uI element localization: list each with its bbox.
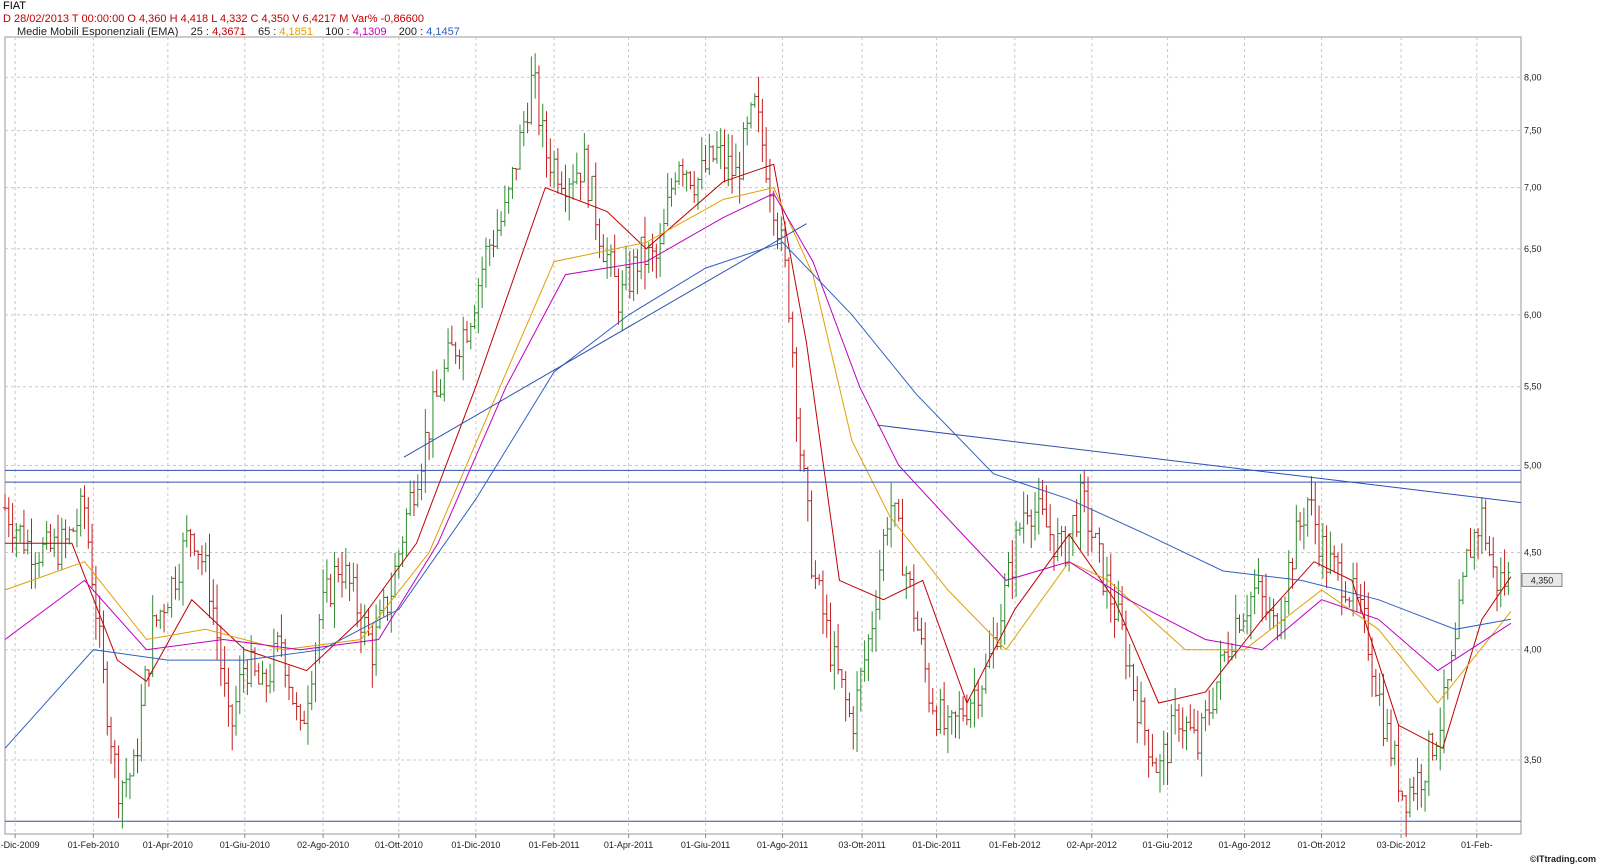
x-tick-label: 02-Ago-2010 <box>297 840 349 850</box>
ema-legend: Medie Mobili Esponenziali (EMA) 25 : 4,3… <box>3 26 460 39</box>
x-tick-label: 01-Giu-2011 <box>681 840 730 850</box>
x-tick-label: 01-Dic-2011 <box>912 840 960 850</box>
x-tick-label: 01-Ago-2011 <box>757 840 808 850</box>
chart-header: FIAT D 28/02/2013 T 00:00:00 O 4,360 H 4… <box>3 0 460 39</box>
volume-value: V 6,4217 M <box>292 13 349 25</box>
x-tick-label: 01-Dic-2009 <box>0 840 40 850</box>
y-tick-label: 7,50 <box>1524 126 1542 136</box>
ema200-label: 200 : <box>398 26 424 38</box>
x-tick-label: 01-Ott-2012 <box>1298 840 1346 850</box>
date-value: D 28/02/2013 <box>3 13 70 25</box>
y-tick-label: 3,50 <box>1524 755 1542 765</box>
ema-25-line <box>5 163 1512 750</box>
last-price-tag: 4,350 <box>1531 575 1554 585</box>
ema100-label: 100 : <box>325 26 350 38</box>
trendline <box>403 223 807 458</box>
symbol-label: FIAT <box>3 0 27 12</box>
y-tick-label: 8,00 <box>1524 72 1542 82</box>
var-value: Var% -0,86600 <box>351 13 425 25</box>
ema65-value: 4,1851 <box>279 26 314 38</box>
x-tick-label: 03-Ott-2011 <box>838 840 885 850</box>
x-tick-label: 01-Giu-2010 <box>220 840 270 850</box>
y-tick-label: 5,00 <box>1524 460 1542 470</box>
trendline <box>877 424 1522 504</box>
close-value: C 4,350 <box>250 13 290 25</box>
ema200-value: 4,1457 <box>426 26 460 38</box>
ema-200-line <box>4 241 1511 749</box>
time-value: T 00:00:00 <box>71 13 125 25</box>
y-tick-label: 7,00 <box>1524 183 1542 193</box>
ema65-label: 65 : <box>257 26 277 38</box>
x-tick-label: 03-Dic-2012 <box>1377 840 1426 850</box>
plot-frame <box>4 36 1522 835</box>
y-tick-label: 6,50 <box>1524 244 1542 254</box>
x-tick-label: 01-Feb-2011 <box>529 840 580 850</box>
x-tick-label: 01-Ott-2010 <box>375 840 423 850</box>
x-tick-label: 01-Feb-2012 <box>989 840 1041 850</box>
x-tick-label: 01-Dic-2010 <box>451 840 500 850</box>
y-tick-label: 5,50 <box>1524 382 1542 392</box>
x-tick-label: 01-Ago-2012 <box>1219 840 1271 850</box>
credit-label: ©ITtrading.com <box>1529 854 1596 864</box>
open-value: O 4,360 <box>127 13 167 25</box>
x-tick-label: 01-Apr-2010 <box>143 840 193 850</box>
y-tick-label: 4,00 <box>1524 645 1542 655</box>
y-tick-label: 4,50 <box>1524 547 1542 557</box>
ema25-value: 4,3671 <box>212 26 246 38</box>
ema-title: Medie Mobili Esponenziali (EMA) <box>17 26 179 38</box>
x-tick-label: 01-Apr-2011 <box>604 840 653 850</box>
last-price-tag-box <box>1521 572 1563 587</box>
ema-100-line <box>4 192 1512 672</box>
y-tick-label: 6,00 <box>1524 310 1542 320</box>
x-tick-label: 02-Apr-2012 <box>1067 840 1117 850</box>
ema100-value: 4,1309 <box>352 26 387 38</box>
high-value: H 4,418 <box>169 13 209 25</box>
ema25-label: 25 : <box>190 26 209 38</box>
x-tick-label: 01-Feb- <box>1461 840 1493 850</box>
low-value: L 4,332 <box>211 13 248 25</box>
x-tick-label: 01-Giu-2012 <box>1143 840 1193 850</box>
ohlc-line: D 28/02/2013 T 00:00:00 O 4,360 H 4,418 … <box>3 13 460 26</box>
x-tick-label: 01-Feb-2010 <box>68 840 120 850</box>
